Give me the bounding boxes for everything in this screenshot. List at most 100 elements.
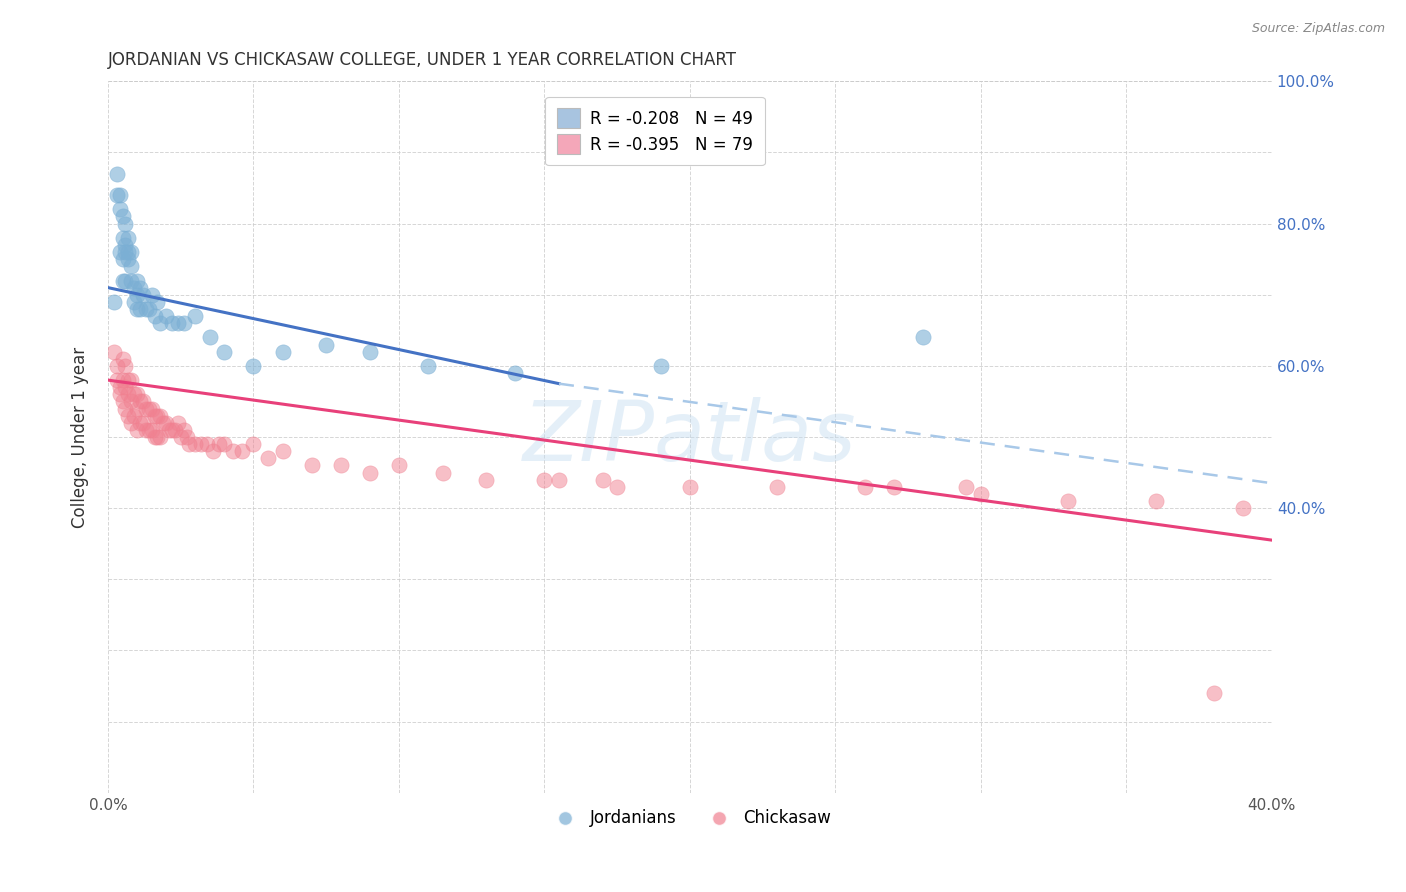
Point — [155, 416, 177, 430]
Point — [853, 480, 876, 494]
Point — [117, 387, 139, 401]
Point — [111, 210, 134, 224]
Point — [111, 231, 134, 245]
Point — [122, 294, 145, 309]
Text: ZIPatlas: ZIPatlas — [523, 397, 856, 477]
Point — [122, 387, 145, 401]
Point — [1202, 686, 1225, 700]
Point — [242, 437, 264, 451]
Point — [388, 458, 411, 473]
Point — [970, 487, 993, 501]
Point — [120, 273, 142, 287]
Point — [127, 287, 149, 301]
Point — [127, 273, 149, 287]
Point — [135, 401, 157, 416]
Point — [111, 373, 134, 387]
Point — [122, 409, 145, 423]
Point — [114, 245, 136, 260]
Point — [135, 423, 157, 437]
Point — [1144, 494, 1167, 508]
Point — [132, 394, 155, 409]
Point — [120, 260, 142, 274]
Point — [416, 359, 439, 373]
Point — [117, 373, 139, 387]
Point — [146, 409, 169, 423]
Point — [231, 444, 253, 458]
Point — [166, 316, 188, 330]
Point — [132, 416, 155, 430]
Point — [127, 387, 149, 401]
Point — [146, 294, 169, 309]
Point — [606, 480, 628, 494]
Point — [111, 394, 134, 409]
Point — [114, 380, 136, 394]
Point — [152, 416, 174, 430]
Point — [173, 423, 195, 437]
Point — [149, 430, 172, 444]
Point — [117, 252, 139, 267]
Point — [103, 294, 125, 309]
Point — [117, 409, 139, 423]
Point — [141, 287, 163, 301]
Point — [955, 480, 977, 494]
Point — [129, 394, 152, 409]
Point — [143, 409, 166, 423]
Text: JORDANIAN VS CHICKASAW COLLEGE, UNDER 1 YEAR CORRELATION CHART: JORDANIAN VS CHICKASAW COLLEGE, UNDER 1 … — [108, 51, 737, 69]
Point — [271, 444, 294, 458]
Point — [129, 280, 152, 294]
Point — [122, 280, 145, 294]
Point — [143, 430, 166, 444]
Point — [301, 458, 323, 473]
Point — [160, 423, 183, 437]
Legend: Jordanians, Chickasaw: Jordanians, Chickasaw — [541, 803, 838, 834]
Point — [160, 316, 183, 330]
Point — [105, 359, 128, 373]
Point — [163, 423, 186, 437]
Point — [911, 330, 934, 344]
Point — [129, 301, 152, 316]
Point — [505, 366, 527, 380]
Point — [129, 416, 152, 430]
Point — [108, 387, 131, 401]
Point — [359, 344, 381, 359]
Point — [184, 309, 207, 323]
Point — [149, 409, 172, 423]
Point — [195, 437, 218, 451]
Point — [329, 458, 352, 473]
Point — [138, 301, 160, 316]
Point — [143, 309, 166, 323]
Point — [214, 437, 236, 451]
Point — [170, 430, 193, 444]
Point — [207, 437, 229, 451]
Point — [155, 309, 177, 323]
Point — [141, 401, 163, 416]
Point — [127, 301, 149, 316]
Point — [127, 401, 149, 416]
Y-axis label: College, Under 1 year: College, Under 1 year — [72, 346, 89, 527]
Point — [114, 273, 136, 287]
Point — [766, 480, 789, 494]
Point — [105, 373, 128, 387]
Point — [114, 217, 136, 231]
Point — [108, 245, 131, 260]
Point — [117, 231, 139, 245]
Point — [548, 473, 571, 487]
Point — [127, 423, 149, 437]
Point — [149, 316, 172, 330]
Point — [176, 430, 198, 444]
Point — [157, 423, 180, 437]
Point — [214, 344, 236, 359]
Point — [201, 444, 224, 458]
Point — [120, 416, 142, 430]
Point — [135, 301, 157, 316]
Point — [108, 188, 131, 202]
Point — [132, 287, 155, 301]
Point — [114, 238, 136, 252]
Point — [138, 401, 160, 416]
Point — [1057, 494, 1080, 508]
Point — [650, 359, 672, 373]
Point — [120, 245, 142, 260]
Point — [108, 380, 131, 394]
Point — [242, 359, 264, 373]
Point — [190, 437, 212, 451]
